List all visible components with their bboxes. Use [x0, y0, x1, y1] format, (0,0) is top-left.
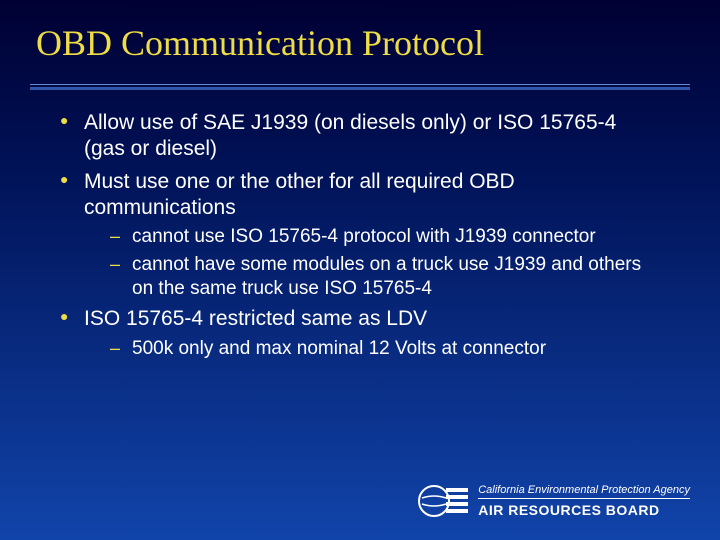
sub-item: cannot have some modules on a truck use …	[84, 253, 660, 301]
board-name: AIR RESOURCES BOARD	[478, 502, 690, 518]
agency-name: California Environmental Protection Agen…	[478, 484, 690, 499]
footer: California Environmental Protection Agen…	[418, 480, 690, 522]
sub-list: 500k only and max nominal 12 Volts at co…	[84, 337, 660, 361]
list-item: Must use one or the other for all requir…	[60, 169, 660, 301]
bullet-list: Allow use of SAE J1939 (on diesels only)…	[60, 110, 660, 360]
arb-logo-icon	[418, 480, 468, 522]
sub-item: cannot use ISO 15765-4 protocol with J19…	[84, 225, 660, 249]
slide-body: Allow use of SAE J1939 (on diesels only)…	[0, 90, 720, 360]
list-item: Allow use of SAE J1939 (on diesels only)…	[60, 110, 660, 163]
bullet-text: Allow use of SAE J1939 (on diesels only)…	[84, 111, 616, 160]
slide-title: OBD Communication Protocol	[0, 0, 720, 64]
bullet-text: Must use one or the other for all requir…	[84, 170, 515, 219]
list-item: ISO 15765-4 restricted same as LDV 500k …	[60, 306, 660, 360]
footer-text: California Environmental Protection Agen…	[478, 484, 690, 518]
sub-item: 500k only and max nominal 12 Volts at co…	[84, 337, 660, 361]
bullet-text: ISO 15765-4 restricted same as LDV	[84, 307, 427, 330]
sub-list: cannot use ISO 15765-4 protocol with J19…	[84, 225, 660, 300]
